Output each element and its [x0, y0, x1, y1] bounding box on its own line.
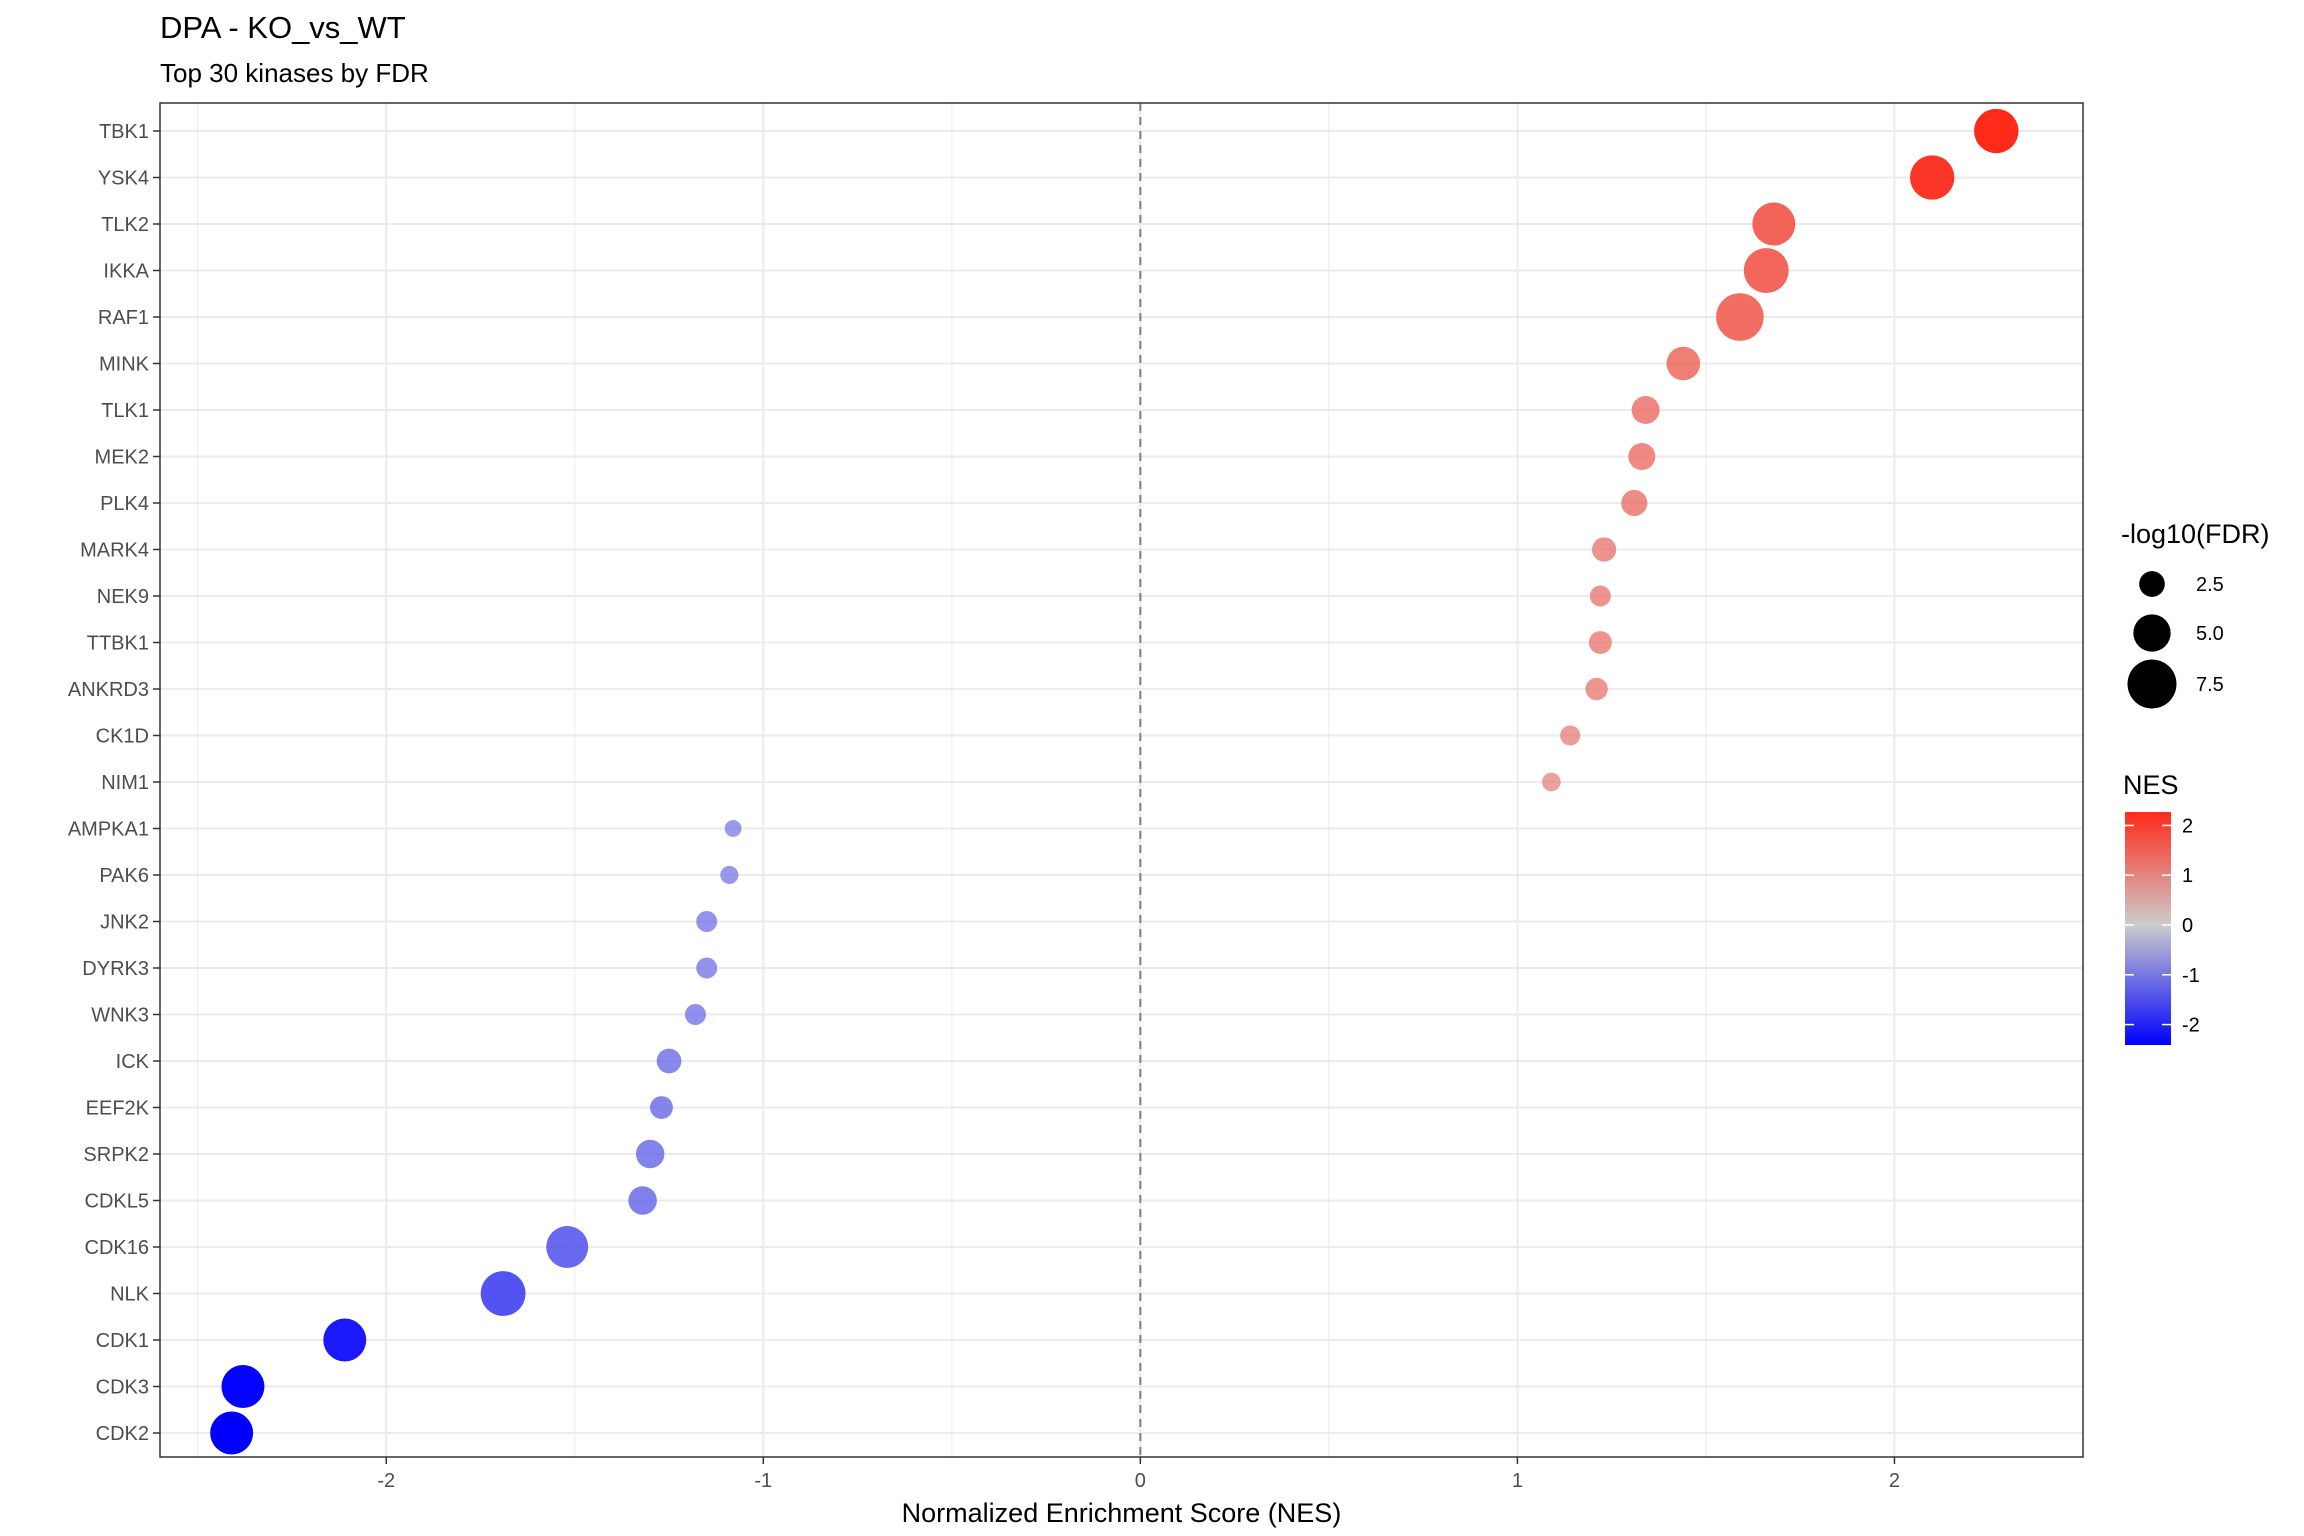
x-axis: -2 -1 0 1 2 [377, 1457, 1900, 1492]
y-tick-label: YSK4 [98, 168, 149, 190]
point-cdkl5 [628, 1186, 657, 1215]
y-tick-label: TLK1 [101, 400, 149, 422]
y-tick-label: MARK4 [80, 540, 149, 562]
point-wnk3 [684, 1004, 706, 1025]
point-cdk3 [221, 1365, 265, 1408]
y-tick-label: WNK3 [91, 1005, 149, 1027]
x-tick-label: 1 [1512, 1470, 1523, 1492]
color-legend-label: -2 [2182, 1015, 2200, 1037]
data-points [210, 108, 2019, 1455]
point-mek2 [1628, 442, 1656, 471]
point-cdk16 [546, 1226, 589, 1268]
chart-subtitle: Top 30 kinases by FDR [160, 58, 429, 88]
y-tick-label: IKKA [103, 261, 149, 283]
point-eef2k [650, 1096, 673, 1119]
size-legend-title: -log10(FDR) [2121, 519, 2270, 549]
y-tick-label: TTBK1 [87, 633, 149, 655]
y-tick-label: ANKRD3 [68, 679, 149, 701]
y-tick-label: CK1D [96, 726, 149, 748]
point-cdk2 [210, 1411, 254, 1455]
x-tick-label: -2 [377, 1470, 395, 1492]
y-tick-label: CDK3 [96, 1377, 149, 1399]
y-tick-label: AMPKA1 [68, 819, 149, 841]
y-tick-label: SRPK2 [83, 1144, 149, 1166]
grid-lines [160, 103, 2084, 1457]
chart-title: DPA - KO_vs_WT [160, 10, 406, 45]
point-ampka1 [724, 820, 742, 837]
plot-panel-border [159, 102, 2084, 1458]
point-raf1 [1716, 293, 1764, 341]
point-ikka [1743, 248, 1789, 293]
size-legend-key [2139, 571, 2165, 597]
y-tick-label: NIM1 [101, 772, 149, 794]
point-nek9 [1589, 585, 1611, 607]
x-tick-label: 0 [1135, 1470, 1146, 1492]
point-ck1d [1560, 725, 1581, 746]
point-ick [656, 1048, 682, 1074]
y-tick-label: MEK2 [95, 447, 149, 469]
y-tick-label: TBK1 [99, 121, 149, 143]
y-tick-label: DYRK3 [82, 958, 149, 980]
y-tick-label: CDK16 [85, 1237, 149, 1259]
color-legend-label: 1 [2182, 865, 2193, 887]
x-tick-label: 2 [1889, 1470, 1900, 1492]
color-legend: NES 2 1 0 -1 -2 [2123, 770, 2200, 1045]
point-nim1 [1542, 772, 1561, 792]
size-legend-key [2127, 659, 2177, 709]
point-tlk1 [1631, 396, 1660, 424]
color-legend-label: 2 [2182, 815, 2193, 837]
y-tick-label: CDKL5 [85, 1191, 149, 1213]
size-legend-key [2133, 614, 2171, 652]
point-tbk1 [1974, 108, 2019, 154]
point-mark4 [1592, 537, 1617, 562]
y-tick-label: MINK [99, 354, 150, 376]
point-plk4 [1621, 489, 1648, 517]
point-ankrd3 [1585, 677, 1608, 701]
size-legend: -log10(FDR) 2.5 5.0 7.5 [2121, 519, 2270, 709]
y-tick-label: CDK2 [96, 1423, 149, 1445]
point-tlk2 [1752, 202, 1796, 246]
y-tick-label: PLK4 [100, 493, 149, 515]
y-tick-label: NLK [110, 1284, 150, 1306]
point-jnk2 [696, 911, 718, 932]
y-tick-label: JNK2 [100, 912, 149, 934]
color-legend-label: 0 [2182, 915, 2193, 937]
point-nlk [480, 1271, 526, 1316]
size-legend-label: 5.0 [2196, 623, 2224, 645]
point-mink [1666, 346, 1701, 381]
y-tick-label: NEK9 [97, 586, 149, 608]
size-legend-label: 7.5 [2196, 674, 2224, 696]
y-tick-label: TLK2 [101, 214, 149, 236]
y-tick-label: PAK6 [99, 865, 149, 887]
x-tick-label: -1 [754, 1470, 772, 1492]
point-ysk4 [1910, 155, 1955, 200]
y-axis: TBK1 YSK4 TLK2 IKKA RAF1 MINK TLK1 MEK2 PLK4 MARK… [68, 121, 160, 1445]
color-scale-bar [2125, 812, 2171, 1045]
y-tick-label: CDK1 [96, 1330, 149, 1352]
size-legend-label: 2.5 [2196, 574, 2224, 596]
y-tick-label: RAF1 [98, 307, 149, 329]
point-cdk1 [323, 1318, 367, 1362]
color-legend-label: -1 [2182, 965, 2200, 987]
point-srpk2 [635, 1139, 665, 1169]
point-dyrk3 [696, 957, 718, 979]
point-ttbk1 [1588, 631, 1612, 654]
y-tick-label: EEF2K [86, 1098, 150, 1120]
color-legend-title: NES [2123, 770, 2179, 800]
y-tick-label: ICK [116, 1051, 150, 1073]
point-pak6 [720, 865, 739, 885]
x-axis-title: Normalized Enrichment Score (NES) [902, 1498, 1342, 1528]
